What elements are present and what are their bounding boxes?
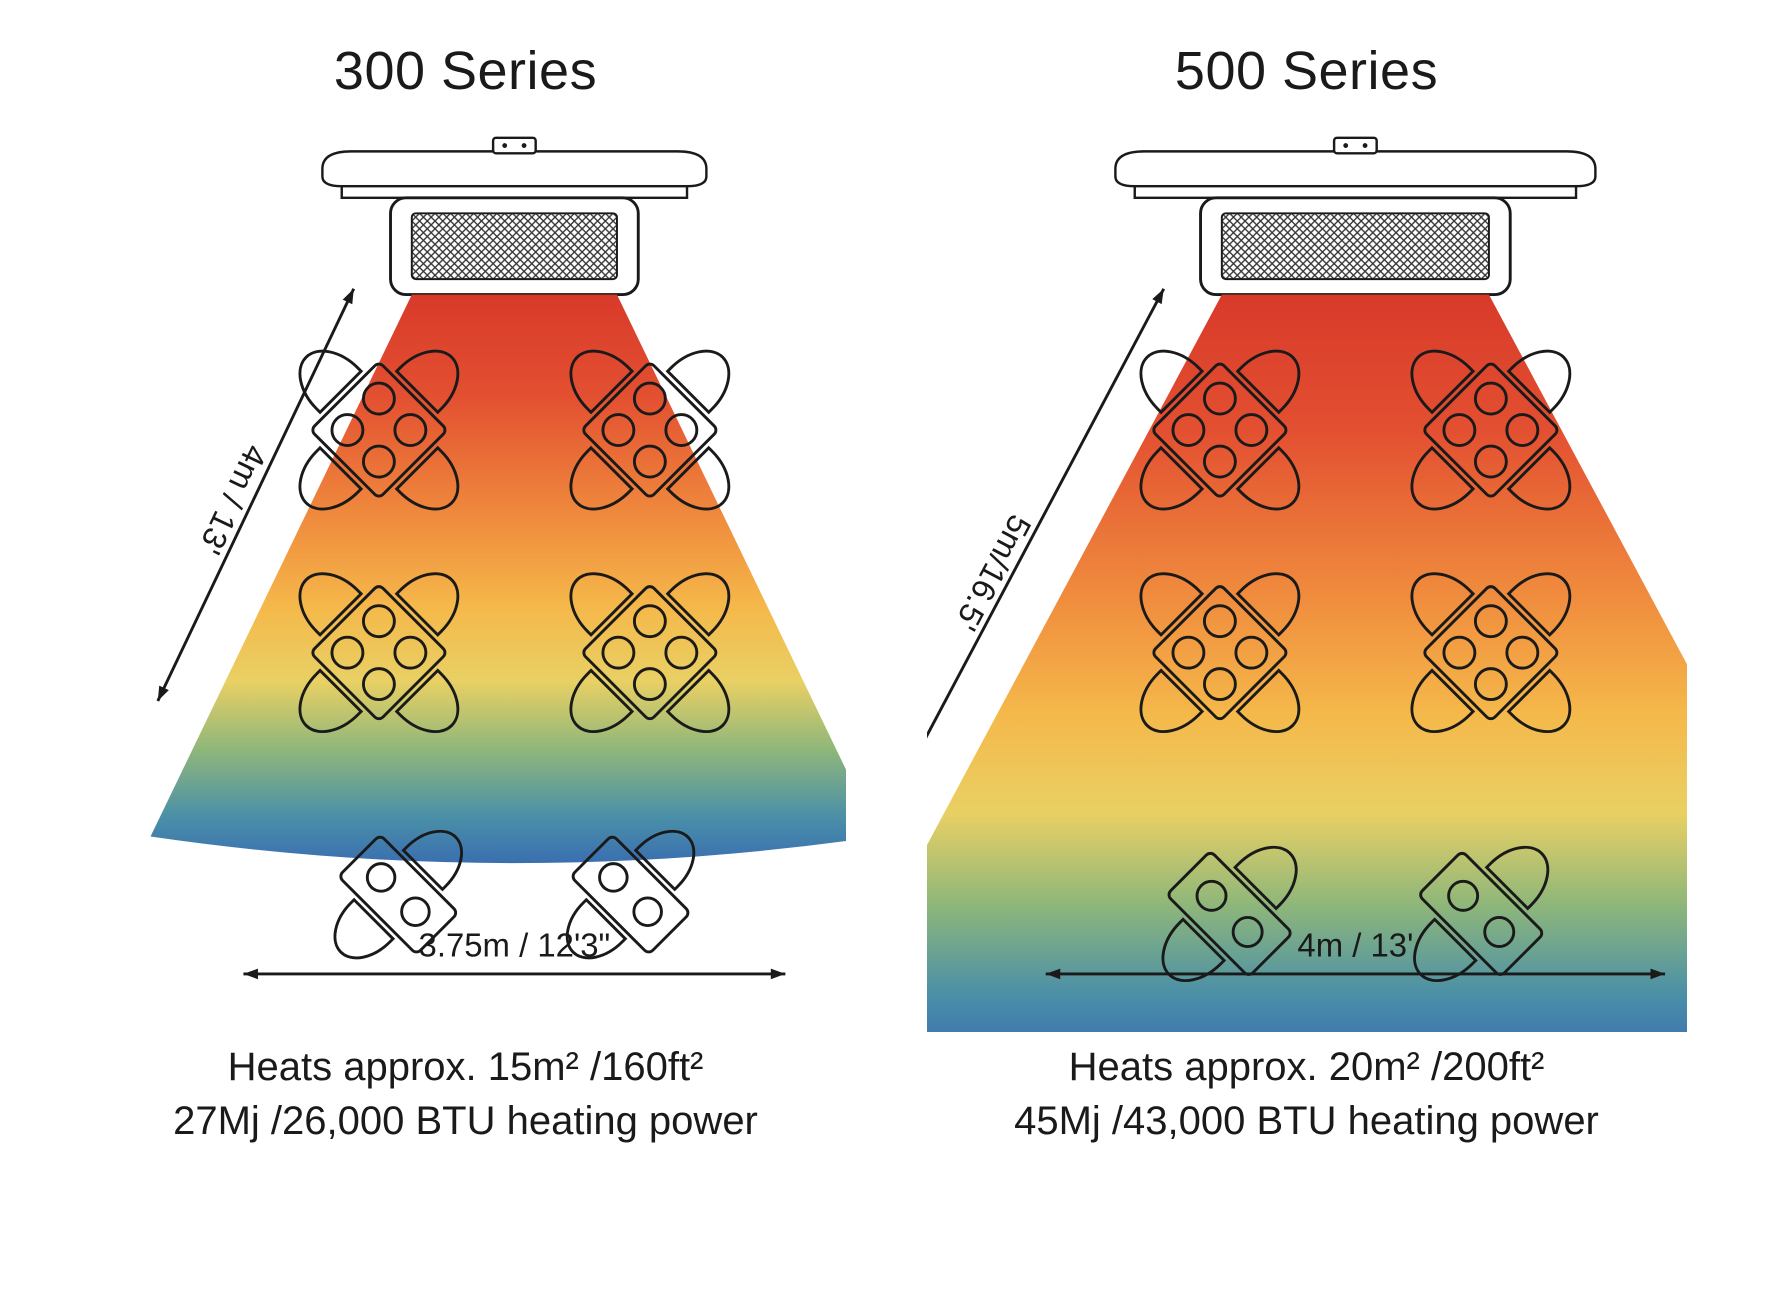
spec-line-2: 27Mj /26,000 BTU heating power [173,1099,758,1143]
coverage-diagram: 4m / 13' 3.75m / 12'3" [86,132,846,1032]
depth-label: 5m/16.5' [947,509,1038,637]
series-panel: 500 Series 5m/16.5' 4m / 13' Heats approx… [901,40,1712,1148]
spec-text: Heats approx. 15m² /160ft² 27Mj /26,000 … [173,1040,758,1148]
depth-label: 4m / 13' [191,440,274,561]
comparison-container: 300 Series 4m / 13' 3.75m / 12'3" Heats a… [0,0,1772,1148]
spec-line-1: Heats approx. 15m² /160ft² [228,1045,704,1089]
spec-text: Heats approx. 20m² /200ft² 45Mj /43,000 … [1014,1040,1599,1148]
heat-cone [927,295,1687,1032]
series-title: 500 Series [1175,40,1438,102]
spec-line-2: 45Mj /43,000 BTU heating power [1014,1099,1599,1143]
spec-line-1: Heats approx. 20m² /200ft² [1069,1045,1545,1089]
heat-cone [150,295,845,864]
series-title: 300 Series [334,40,597,102]
width-label: 3.75m / 12'3" [418,927,610,964]
coverage-diagram: 5m/16.5' 4m / 13' [927,132,1687,1032]
series-panel: 300 Series 4m / 13' 3.75m / 12'3" Heats a… [60,40,871,1148]
width-label: 4m / 13' [1297,927,1413,964]
